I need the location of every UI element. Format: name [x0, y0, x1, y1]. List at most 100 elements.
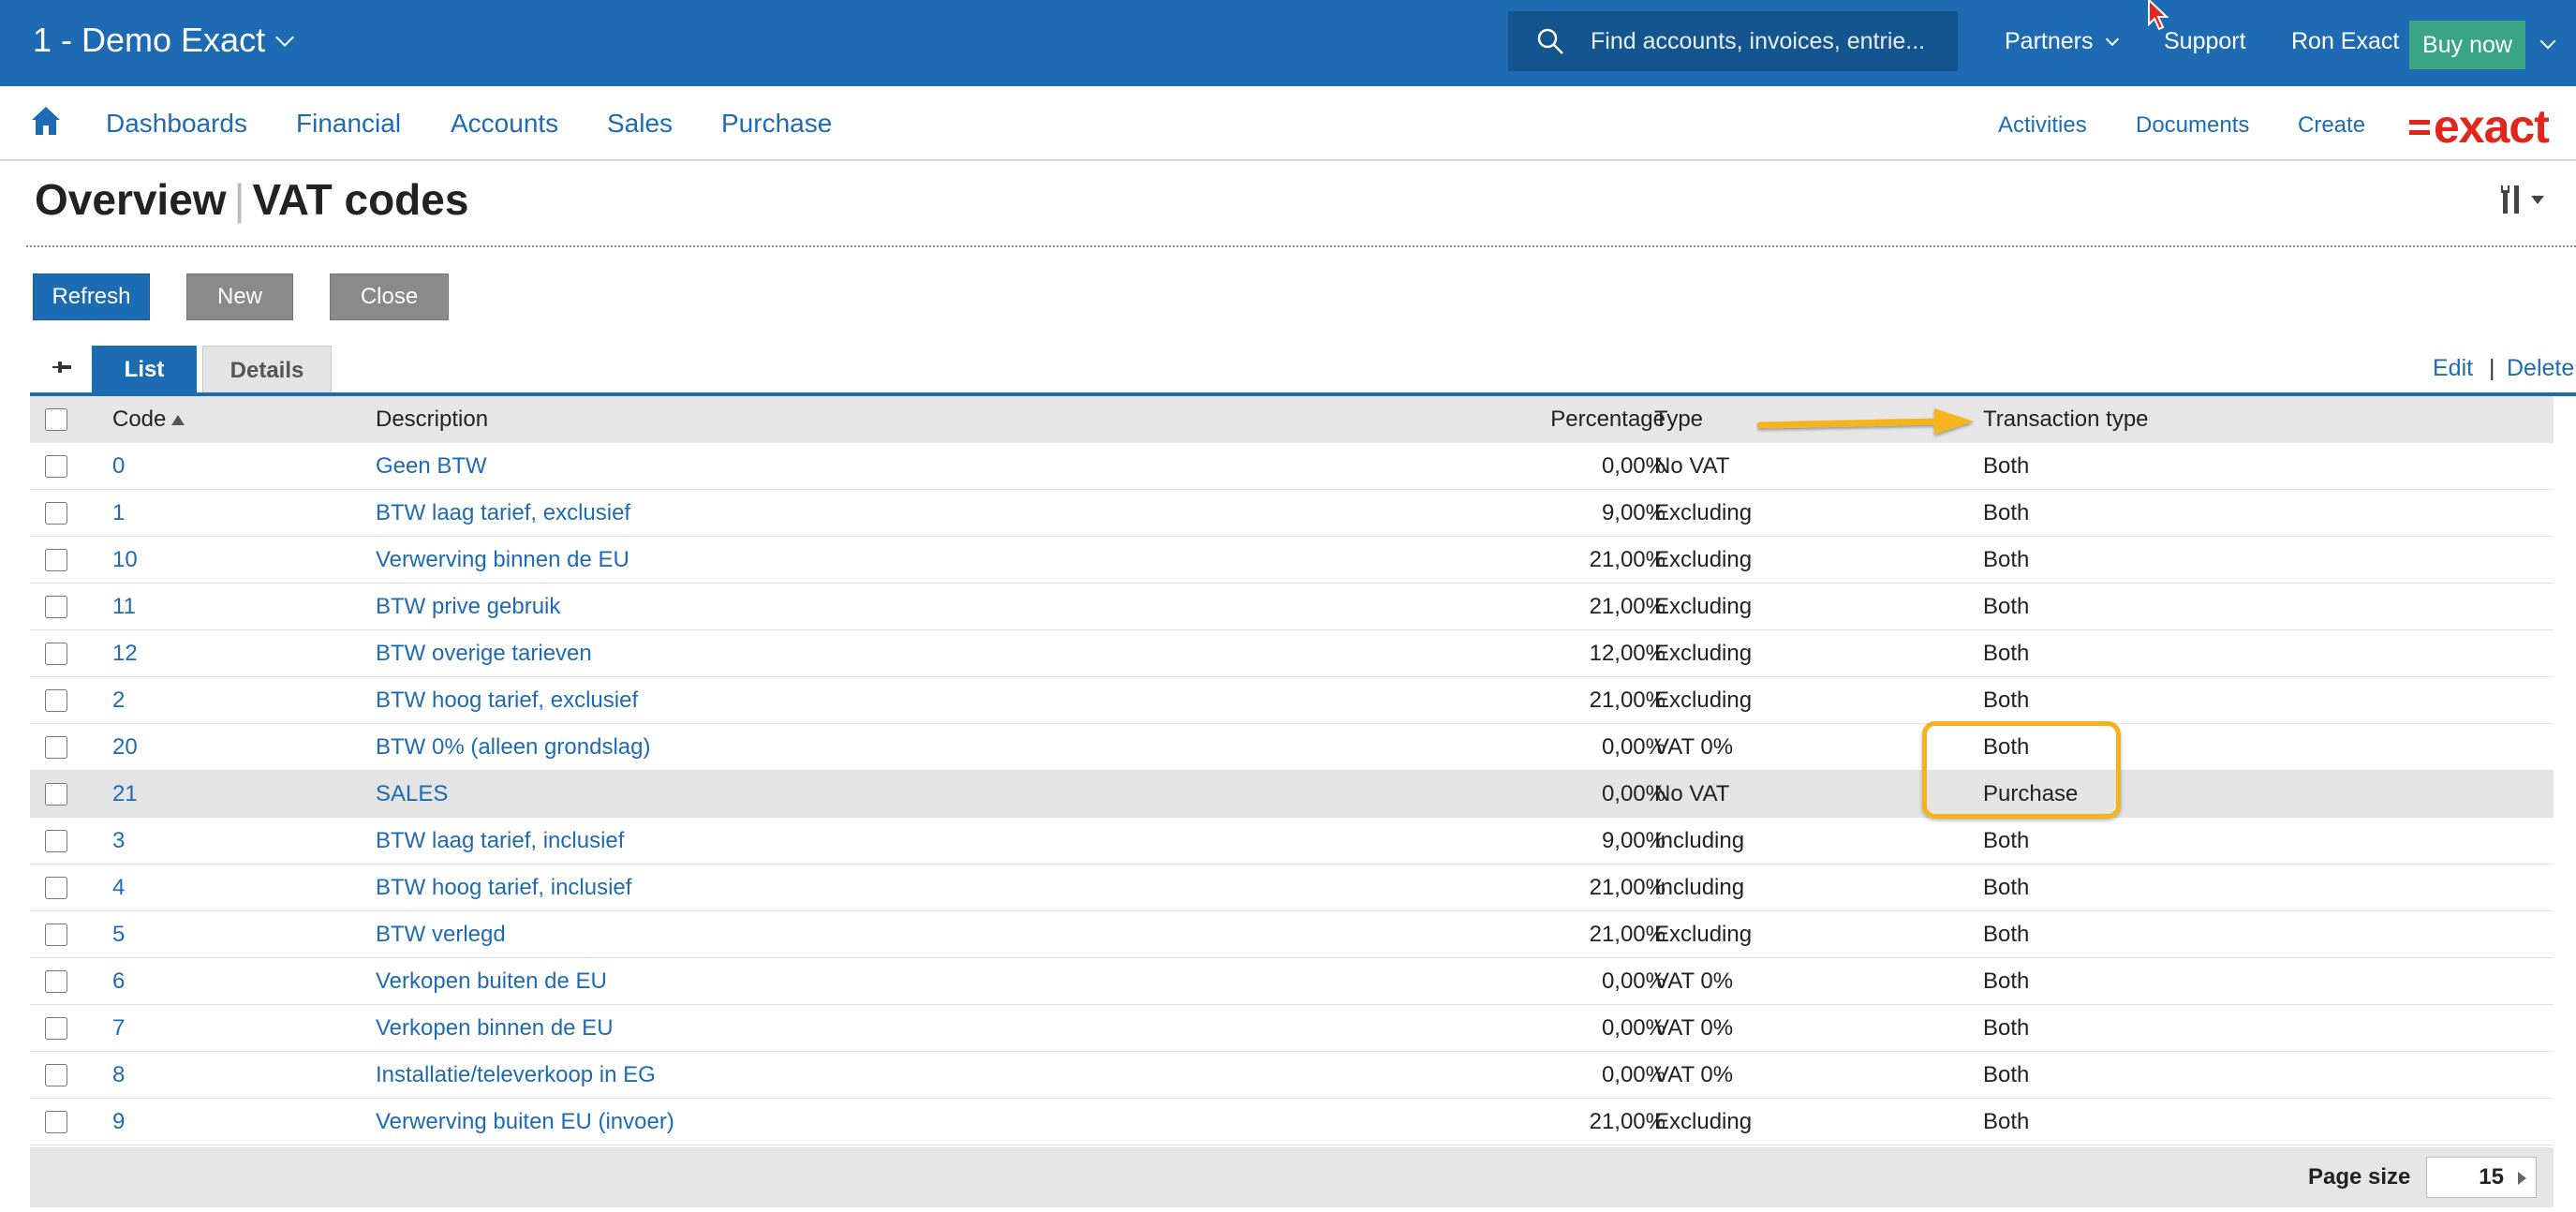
code-link[interactable]: 4	[112, 875, 126, 900]
table-row[interactable]: 10 Verwerving binnen de EU 21,00% Excluding…	[30, 537, 2554, 584]
code-link[interactable]: 3	[112, 828, 126, 853]
page-size-input[interactable]: 15	[2426, 1157, 2537, 1198]
global-search[interactable]	[1508, 11, 1958, 71]
pin-icon[interactable]	[52, 358, 73, 378]
description-link[interactable]: Geen BTW	[376, 453, 487, 479]
chevron-down-icon[interactable]	[2539, 33, 2556, 50]
code-link[interactable]: 21	[112, 781, 138, 806]
description-link[interactable]: Verkopen binnen de EU	[376, 1015, 614, 1041]
support-link[interactable]: Support	[2164, 28, 2246, 55]
row-checkbox[interactable]	[45, 924, 67, 946]
code-link[interactable]: 12	[112, 641, 138, 666]
row-checkbox[interactable]	[45, 736, 67, 759]
description-link[interactable]: BTW laag tarief, exclusief	[376, 500, 631, 525]
table-row[interactable]: 11 BTW prive gebruik 21,00% Excluding Both	[30, 584, 2554, 630]
table-row[interactable]: 8 Installatie/televerkoop in EG 0,00% VAT 0…	[30, 1052, 2554, 1099]
table-row[interactable]: 1 BTW laag tarief, exclusief 9,00% Excludin…	[30, 490, 2554, 537]
new-button[interactable]: New	[186, 273, 293, 320]
code-link[interactable]: 0	[112, 453, 126, 479]
nav-create[interactable]: Create	[2298, 112, 2366, 138]
description-link[interactable]: BTW verlegd	[376, 922, 506, 947]
description-link[interactable]: Verkopen buiten de EU	[376, 968, 607, 994]
row-checkbox[interactable]	[45, 783, 67, 806]
code-link[interactable]: 20	[112, 734, 138, 760]
description-link[interactable]: SALES	[376, 781, 449, 806]
close-button[interactable]: Close	[330, 273, 449, 320]
table-row[interactable]: 2 BTW hoog tarief, exclusief 21,00% Excludi…	[30, 677, 2554, 724]
tab-list[interactable]: List	[92, 346, 197, 394]
page-size-value: 15	[2479, 1164, 2504, 1190]
table-row[interactable]: 3 BTW laag tarief, inclusief 9,00% Includin…	[30, 818, 2554, 865]
table-row[interactable]: 4 BTW hoog tarief, inclusief 21,00% Includi…	[30, 865, 2554, 911]
logo-bars	[2409, 119, 2430, 135]
code-link[interactable]: 11	[112, 594, 136, 619]
delete-link[interactable]: Delete	[2507, 355, 2575, 381]
table-row[interactable]: 9 Verwerving buiten EU (invoer) 21,00% Excl…	[30, 1099, 2554, 1145]
row-checkbox[interactable]	[45, 549, 67, 571]
nav-dashboards[interactable]: Dashboards	[106, 109, 247, 138]
code-link[interactable]: 2	[112, 687, 126, 713]
row-checkbox[interactable]	[45, 970, 67, 993]
type-cell: Including	[1654, 828, 1745, 853]
row-checkbox[interactable]	[45, 596, 67, 618]
code-link[interactable]: 7	[112, 1015, 126, 1041]
description-link[interactable]: Installatie/televerkoop in EG	[376, 1062, 656, 1087]
buy-now-button[interactable]: Buy now	[2409, 21, 2525, 69]
row-checkbox[interactable]	[45, 455, 67, 478]
code-link[interactable]: 6	[112, 968, 126, 994]
code-link[interactable]: 9	[112, 1109, 126, 1134]
partners-menu[interactable]: Partners	[2005, 28, 2120, 55]
row-checkbox[interactable]	[45, 1017, 67, 1040]
type-cell: Excluding	[1654, 594, 1753, 619]
table-row[interactable]: 21 SALES 0,00% No VAT Purchase	[30, 771, 2554, 818]
row-checkbox[interactable]	[45, 502, 67, 525]
nav-purchase[interactable]: Purchase	[721, 109, 833, 138]
type-cell: Excluding	[1654, 687, 1753, 713]
header-description[interactable]: Description	[376, 406, 489, 432]
nav-documents[interactable]: Documents	[2136, 112, 2250, 138]
description-link[interactable]: BTW hoog tarief, exclusief	[376, 687, 639, 713]
tab-details[interactable]: Details	[202, 346, 332, 394]
description-link[interactable]: BTW 0% (alleen grondslag)	[376, 734, 651, 760]
edit-link[interactable]: Edit	[2433, 355, 2474, 381]
table-row[interactable]: 5 BTW verlegd 21,00% Excluding Both	[30, 911, 2554, 958]
description-link[interactable]: BTW hoog tarief, inclusief	[376, 875, 632, 900]
table-row[interactable]: 12 BTW overige tarieven 12,00% Excluding Bot…	[30, 630, 2554, 677]
row-checkbox[interactable]	[45, 1064, 67, 1086]
code-link[interactable]: 8	[112, 1062, 126, 1087]
search-input[interactable]	[1591, 27, 1947, 55]
user-menu[interactable]: Ron Exact	[2291, 28, 2399, 55]
header-transaction-type[interactable]: Transaction type	[1983, 406, 2149, 432]
header-type[interactable]: Type	[1654, 406, 1704, 432]
nav-accounts[interactable]: Accounts	[451, 109, 559, 138]
table-row[interactable]: 20 BTW 0% (alleen grondslag) 0,00% VAT 0% Bo…	[30, 724, 2554, 771]
home-icon[interactable]	[30, 105, 62, 137]
table-row[interactable]: 0 Geen BTW 0,00% No VAT Both	[30, 443, 2554, 490]
division-selector[interactable]: 1 - Demo Exact	[33, 21, 294, 60]
nav-activities[interactable]: Activities	[1998, 112, 2087, 138]
row-checkbox[interactable]	[45, 1111, 67, 1133]
nav-financial[interactable]: Financial	[296, 109, 402, 138]
row-checkbox[interactable]	[45, 830, 67, 852]
description-link[interactable]: BTW prive gebruik	[376, 594, 561, 619]
refresh-button[interactable]: Refresh	[33, 273, 150, 320]
description-link[interactable]: Verwerving binnen de EU	[376, 547, 629, 572]
description-link[interactable]: BTW laag tarief, inclusief	[376, 828, 625, 853]
row-checkbox[interactable]	[45, 689, 67, 712]
description-link[interactable]: BTW overige tarieven	[376, 641, 592, 666]
row-checkbox[interactable]	[45, 643, 67, 665]
table-row[interactable]: 6 Verkopen buiten de EU 0,00% VAT 0% Both	[30, 958, 2554, 1005]
nav-sales[interactable]: Sales	[607, 109, 674, 138]
table-row[interactable]: 7 Verkopen binnen de EU 0,00% VAT 0% Both	[30, 1005, 2554, 1052]
code-link[interactable]: 10	[112, 547, 138, 572]
header-code[interactable]: Code	[112, 396, 185, 443]
code-link[interactable]: 5	[112, 922, 126, 947]
chevron-right-icon[interactable]	[2518, 1172, 2526, 1185]
code-link[interactable]: 1	[112, 500, 126, 525]
type-cell: No VAT	[1654, 453, 1730, 479]
description-link[interactable]: Verwerving buiten EU (invoer)	[376, 1109, 674, 1134]
select-all-checkbox[interactable]	[45, 408, 67, 431]
tools-menu[interactable]	[2499, 184, 2544, 215]
header-percentage[interactable]: Percentage	[1550, 406, 1666, 432]
row-checkbox[interactable]	[45, 877, 67, 899]
